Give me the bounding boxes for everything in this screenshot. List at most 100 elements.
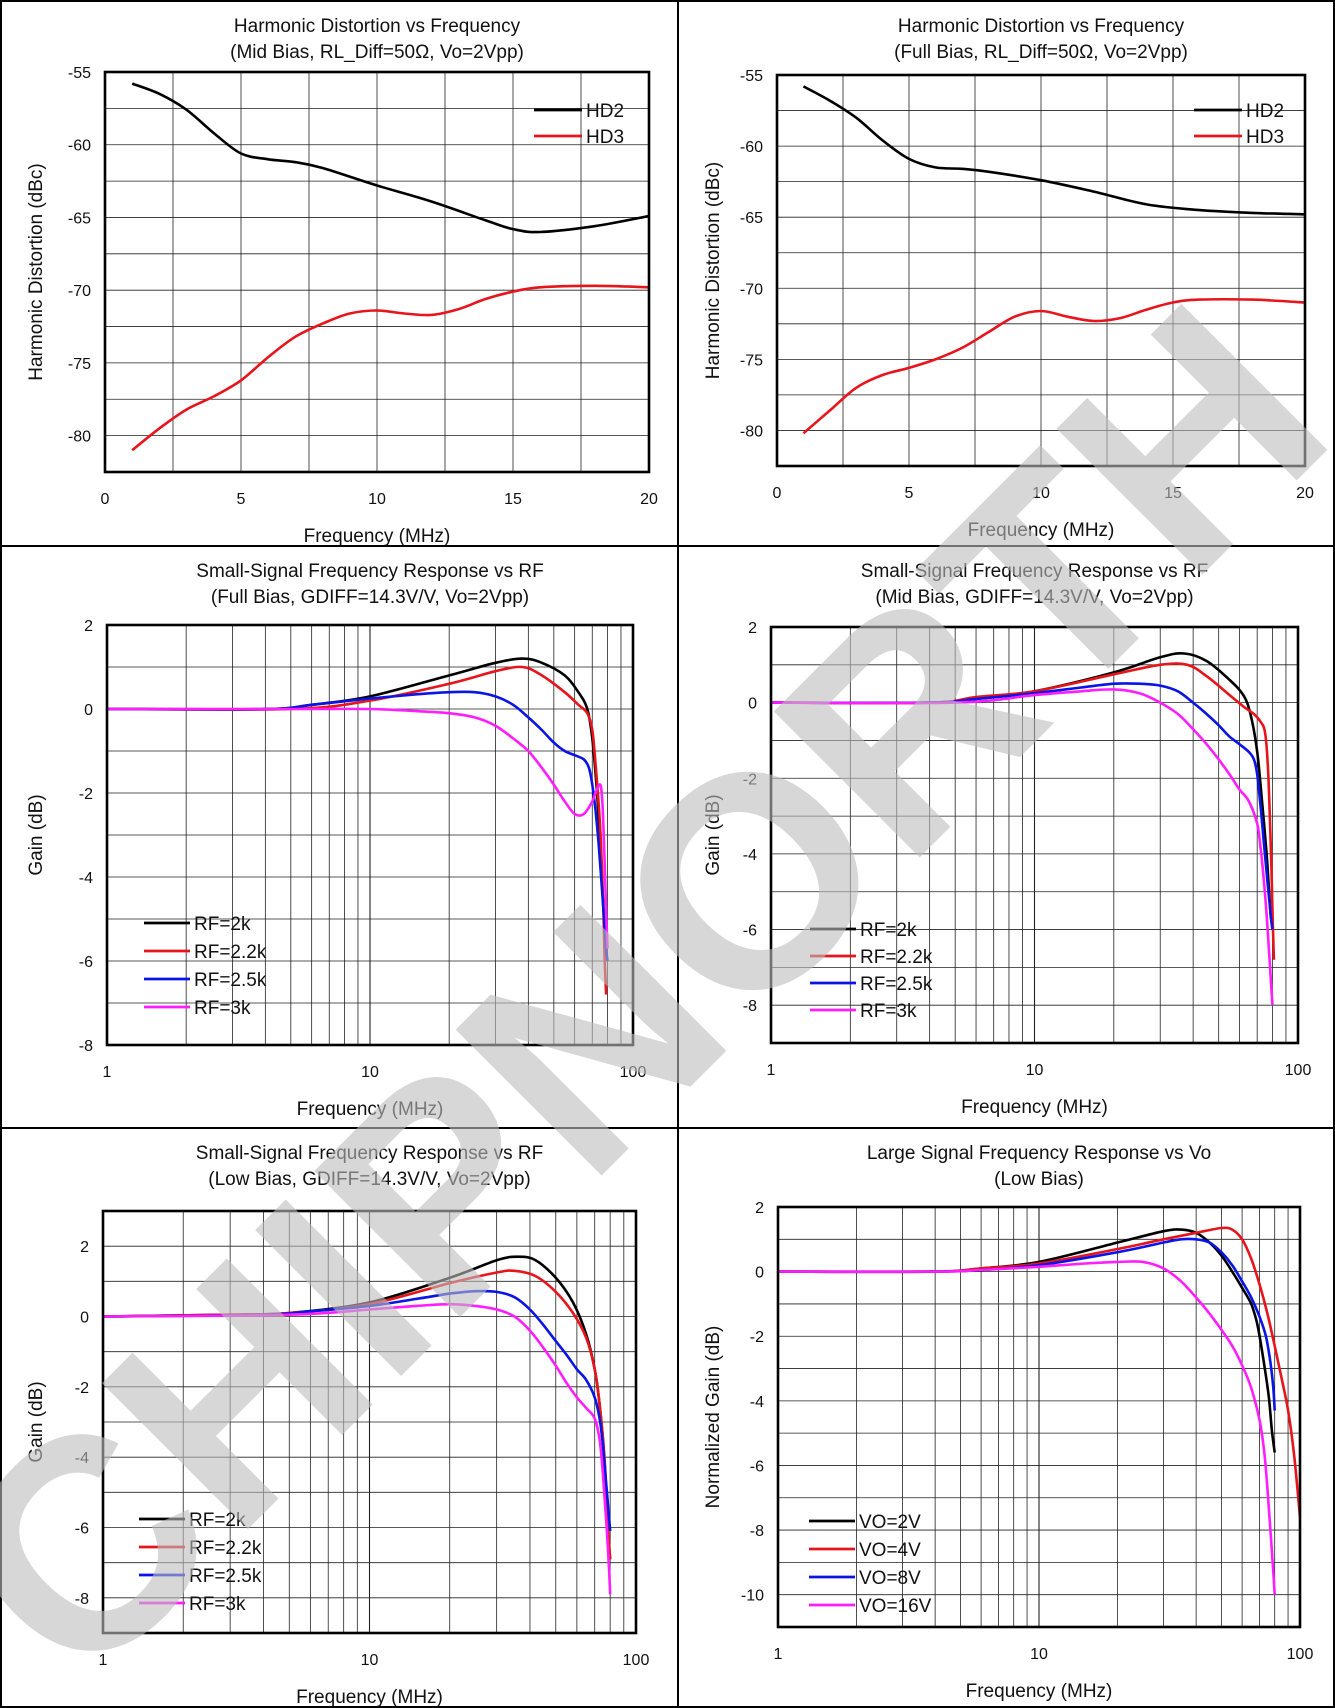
y-tick-label: -70 <box>740 281 763 298</box>
legend-label-3: VO=8V <box>859 1568 921 1589</box>
chart-panel-2: Harmonic Distortion vs Frequency (Full Bi… <box>677 0 1335 547</box>
legend-label-2: RF=2.2k <box>194 942 267 963</box>
x-tick-label: 10 <box>361 1652 379 1669</box>
grid-lines <box>778 1207 1300 1627</box>
y-tick-label: -75 <box>68 356 91 373</box>
legend-label-1: RF=2k <box>860 920 917 941</box>
chart-svg-4: Small-Signal Frequency Response vs RF (Mi… <box>703 561 1312 1118</box>
y-tick-label: 0 <box>755 1265 764 1282</box>
y-tick-label: -6 <box>743 923 757 940</box>
y-axis-label: Gain (dB) <box>26 794 47 875</box>
legend-label-2: HD3 <box>1246 127 1284 148</box>
y-tick-label: -8 <box>750 1523 764 1540</box>
y-axis-label: Normalized Gain (dB) <box>703 1326 724 1509</box>
x-tick-label: 1 <box>767 1062 776 1079</box>
x-tick-label: 20 <box>1296 485 1314 502</box>
chart-subtitle: (Full Bias, RL_Diff=50Ω, Vo=2Vpp) <box>894 42 1188 63</box>
y-tick-label: -55 <box>68 65 91 82</box>
y-axis-label: Gain (dB) <box>703 794 724 875</box>
y-tick-label: -4 <box>75 1450 89 1467</box>
legend-label-2: VO=4V <box>859 1540 921 1561</box>
grid-lines <box>103 1211 636 1633</box>
x-tick-label: 0 <box>773 485 782 502</box>
y-tick-label: -6 <box>79 954 93 971</box>
y-tick-label: -65 <box>740 210 763 227</box>
chart-svg-2: Harmonic Distortion vs Frequency (Full Bi… <box>703 16 1314 541</box>
y-axis-label: Harmonic Distortion (dBc) <box>26 163 47 381</box>
legend-label-4: VO=16V <box>859 1596 932 1617</box>
series-line-4 <box>107 707 609 949</box>
y-tick-label: -4 <box>743 847 757 864</box>
x-tick-label: 15 <box>1164 485 1182 502</box>
legend-label-2: RF=2.2k <box>860 947 933 968</box>
x-tick-label: 1 <box>103 1064 112 1081</box>
legend-label-1: HD2 <box>1246 101 1284 122</box>
series-line-2 <box>131 284 649 452</box>
chart-svg-1: Harmonic Distortion vs Frequency (Mid Bia… <box>26 16 658 545</box>
chart-svg-3: Small-Signal Frequency Response vs RF (Fu… <box>26 561 647 1120</box>
plot-frame <box>105 623 635 1047</box>
x-tick-label: 100 <box>620 1064 647 1081</box>
y-tick-label: -8 <box>79 1038 93 1055</box>
chart-subtitle: (Mid Bias, GDIFF=14.3V/V, Vo=2Vpp) <box>875 587 1193 608</box>
legend-label-4: RF=3k <box>189 1594 246 1615</box>
series-line-1 <box>103 1255 612 1560</box>
legend-label-4: RF=3k <box>194 998 251 1019</box>
y-tick-label: 2 <box>755 1200 764 1217</box>
y-tick-label: -60 <box>740 139 763 156</box>
x-axis-label: Frequency (MHz) <box>961 1097 1108 1118</box>
x-axis-label: Frequency (MHz) <box>966 1681 1113 1702</box>
y-tick-label: -2 <box>79 786 93 803</box>
legend-label-3: RF=2.5k <box>860 974 933 995</box>
x-tick-label: 20 <box>640 491 658 508</box>
chart-subtitle: (Mid Bias, RL_Diff=50Ω, Vo=2Vpp) <box>230 42 524 63</box>
x-tick-label: 10 <box>361 1064 379 1081</box>
legend-label-3: RF=2.5k <box>189 1566 262 1587</box>
series-line-1 <box>131 82 649 234</box>
y-tick-label: -4 <box>750 1394 764 1411</box>
x-tick-label: 15 <box>504 491 522 508</box>
y-tick-label: -8 <box>743 998 757 1015</box>
y-tick-label: 0 <box>748 696 757 713</box>
plot-frame <box>769 625 1300 1045</box>
y-tick-label: -8 <box>75 1591 89 1608</box>
y-axis-label: Gain (dB) <box>26 1381 47 1462</box>
chart-title: Harmonic Distortion vs Frequency <box>898 16 1185 37</box>
legend-label-1: RF=2k <box>189 1510 246 1531</box>
y-tick-label: -75 <box>740 352 763 369</box>
grid-lines <box>777 75 1305 466</box>
y-tick-label: -55 <box>740 68 763 85</box>
chart-title: Small-Signal Frequency Response vs RF <box>861 561 1208 582</box>
plot-frame <box>101 1209 638 1635</box>
y-tick-label: -70 <box>68 283 91 300</box>
series-line-4 <box>771 688 1274 1006</box>
chart-subtitle: (Low Bias) <box>994 1169 1084 1190</box>
chart-title: Large Signal Frequency Response vs Vo <box>867 1143 1211 1164</box>
y-tick-label: -80 <box>740 423 763 440</box>
x-tick-label: 100 <box>1285 1062 1312 1079</box>
legend: RF=2k RF=2.2k RF=2.5k RF=3k <box>144 914 267 1019</box>
y-tick-label: -65 <box>68 210 91 227</box>
grid-lines <box>105 72 649 472</box>
legend: VO=2V VO=4V VO=8V VO=16V <box>809 1512 932 1617</box>
plot-frame <box>103 70 651 474</box>
series-line-3 <box>771 682 1274 930</box>
y-tick-label: -2 <box>743 771 757 788</box>
x-tick-label: 100 <box>1287 1646 1314 1663</box>
x-axis-label: Frequency (MHz) <box>304 526 451 545</box>
chart-panel-3: Small-Signal Frequency Response vs RF (Fu… <box>0 545 679 1129</box>
chart-title: Small-Signal Frequency Response vs RF <box>196 1143 543 1164</box>
chart-panel-5: Small-Signal Frequency Response vs RF (Lo… <box>0 1127 679 1708</box>
plot-frame <box>775 73 1307 468</box>
legend: RF=2k RF=2.2k RF=2.5k RF=3k <box>810 920 933 1022</box>
x-tick-label: 10 <box>1030 1646 1048 1663</box>
x-axis-label: Frequency (MHz) <box>296 1687 443 1706</box>
chart-panel-1: Harmonic Distortion vs Frequency (Mid Bia… <box>0 0 679 547</box>
y-tick-label: 0 <box>80 1310 89 1327</box>
legend-label-2: HD3 <box>586 127 624 148</box>
series-line-4 <box>103 1302 612 1595</box>
chart-title: Small-Signal Frequency Response vs RF <box>196 561 543 582</box>
x-tick-label: 1 <box>99 1652 108 1669</box>
y-tick-label: 2 <box>84 618 93 635</box>
